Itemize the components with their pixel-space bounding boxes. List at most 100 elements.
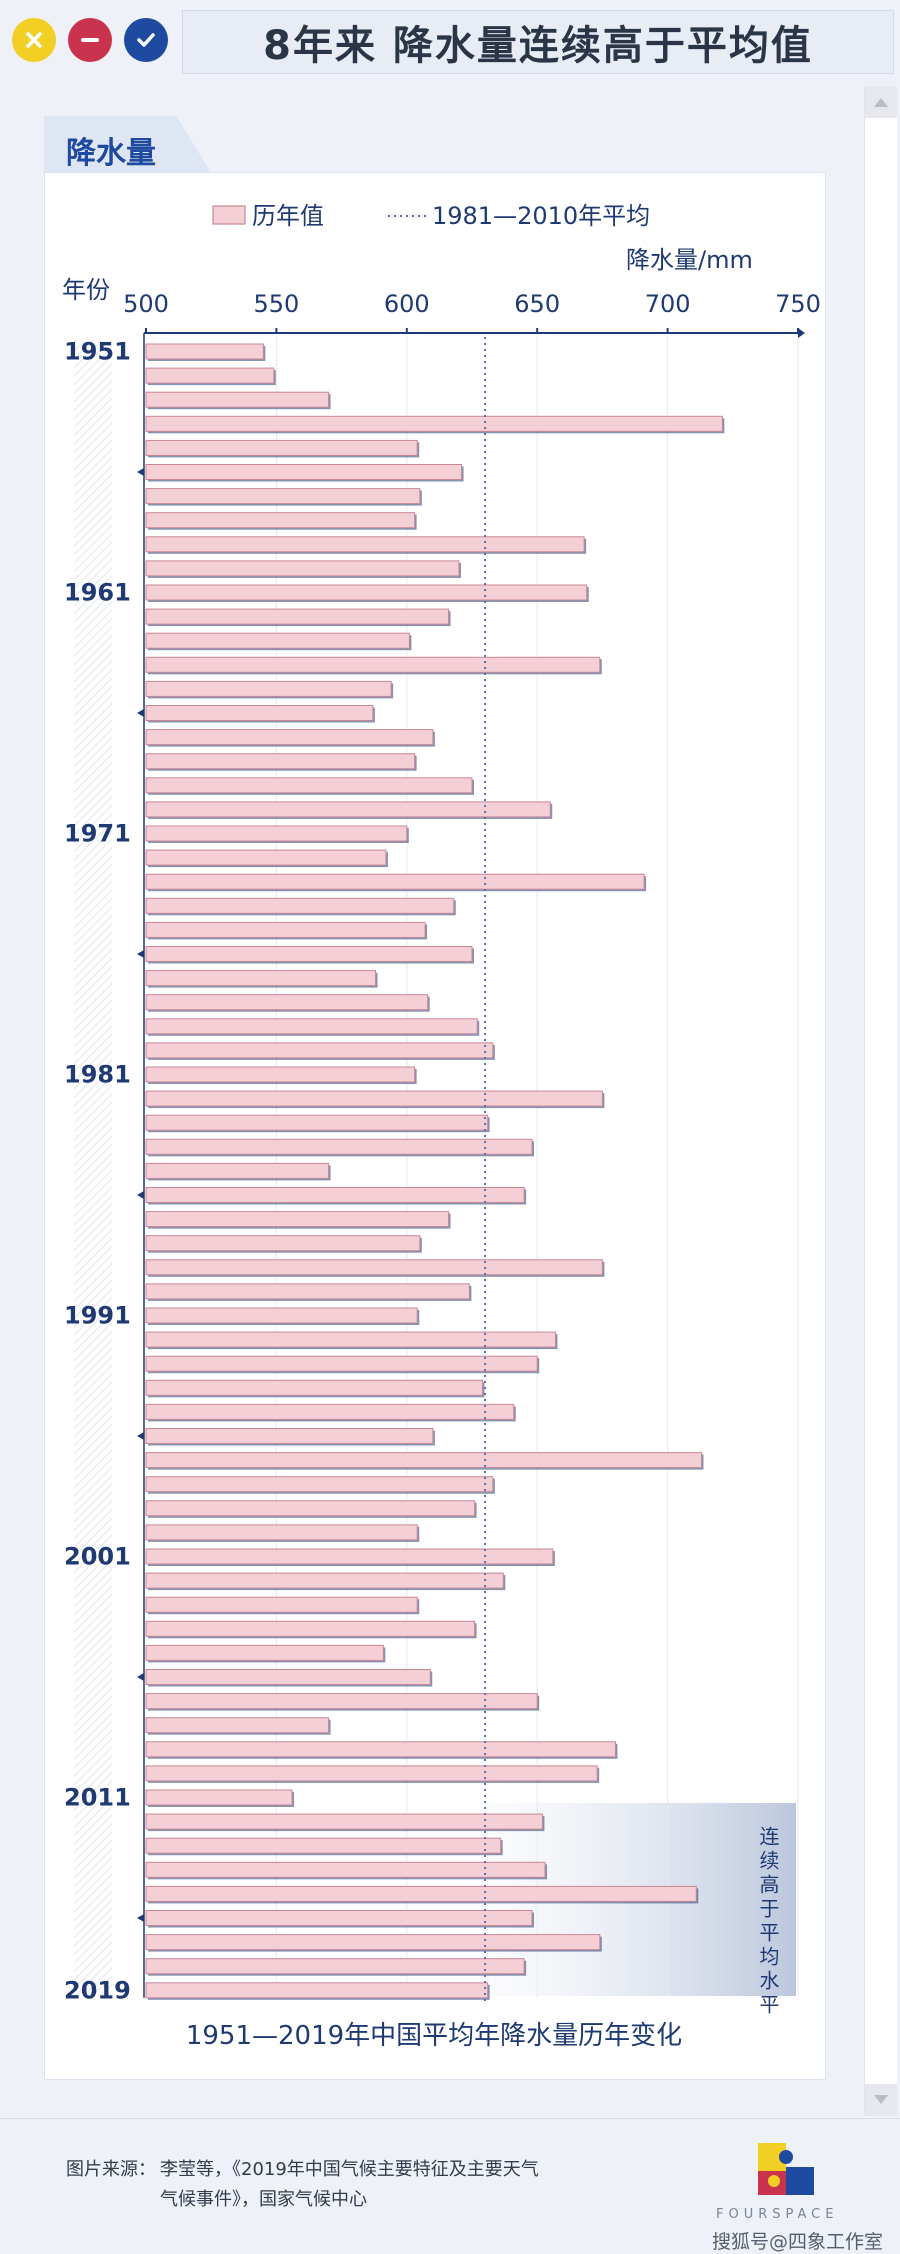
y-tick-label: 1991 — [64, 1302, 131, 1330]
bar-2001 — [145, 1548, 554, 1565]
y-minor-tick — [137, 1673, 144, 1681]
x-tick-label: 700 — [645, 290, 691, 318]
bar-1969 — [145, 777, 473, 794]
y-minor-tick — [137, 468, 144, 476]
x-tick-label: 600 — [384, 290, 430, 318]
bar-1984 — [145, 1138, 533, 1155]
bar-1956 — [145, 464, 463, 480]
bar-2013 — [145, 1837, 502, 1854]
highlight-annotation: 连续高于平均水平 — [756, 1826, 780, 2018]
year-axis-band — [74, 340, 112, 1996]
bar-1973 — [145, 873, 645, 890]
chevron-up-icon — [874, 98, 888, 107]
bar-1971 — [145, 825, 408, 842]
watermark: 搜狐号@四象工作室 — [712, 2231, 884, 2253]
bar-2002 — [145, 1572, 504, 1589]
bar-2018 — [145, 1958, 525, 1975]
bar-1996 — [145, 1428, 434, 1444]
bar-1995 — [145, 1403, 515, 1420]
y-tick-label: 1961 — [64, 579, 131, 607]
bar-2019 — [145, 1982, 489, 1999]
bar-1982 — [145, 1090, 603, 1107]
bar-1954 — [145, 415, 723, 432]
bar-1972 — [145, 849, 387, 866]
minus-icon — [81, 38, 99, 42]
x-axis-title: 降水量/mm — [626, 246, 753, 274]
legend-reference-label: 1981—2010年平均 — [432, 202, 650, 230]
y-tick-label: 1951 — [64, 338, 131, 366]
chart-title: 1951—2019年中国平均年降水量历年变化 — [186, 2021, 682, 2051]
bar-1986 — [145, 1187, 525, 1203]
bar-1983 — [145, 1114, 489, 1131]
bar-1951 — [145, 343, 264, 360]
y-minor-tick — [137, 950, 144, 958]
y-minor-tick — [137, 709, 144, 717]
minimize-button[interactable] — [68, 18, 112, 62]
bar-1976 — [145, 946, 473, 962]
scroll-down-button[interactable] — [865, 2084, 897, 2116]
bar-1957 — [145, 488, 421, 505]
bar-1967 — [145, 729, 434, 746]
bar-1991 — [145, 1307, 418, 1324]
bar-1985 — [145, 1162, 330, 1179]
y-tick-label: 2001 — [64, 1543, 131, 1571]
close-button[interactable] — [12, 18, 56, 62]
x-tick-label: 500 — [123, 290, 169, 318]
bar-1977 — [145, 970, 377, 987]
bar-1958 — [145, 512, 416, 529]
brand-name: FOURSPACE — [716, 2207, 839, 2222]
bar-1993 — [145, 1355, 538, 1372]
x-tick-label: 650 — [514, 290, 560, 318]
source-citation-line1: 李莹等，《2019年中国气候主要特征及主要天气 — [160, 2159, 539, 2180]
bar-1979 — [145, 1018, 478, 1035]
bar-2015 — [145, 1885, 697, 1902]
bar-1963 — [145, 632, 410, 649]
y-tick-label: 2019 — [64, 1976, 131, 2004]
bar-1989 — [145, 1259, 603, 1276]
bar-1964 — [145, 656, 601, 673]
tab-precipitation[interactable]: 降水量 — [44, 116, 214, 178]
window-title-text: 8年来 降水量连续高于平均值 — [263, 23, 813, 69]
bar-1961 — [145, 584, 588, 601]
x-tick-label: 550 — [253, 290, 299, 318]
bar-2009 — [145, 1741, 616, 1758]
y-minor-tick — [137, 1432, 144, 1440]
bar-2011 — [145, 1789, 293, 1806]
scroll-up-button[interactable] — [865, 86, 897, 118]
bar-1992 — [145, 1331, 556, 1348]
close-icon — [26, 32, 42, 48]
bar-1959 — [145, 536, 585, 553]
window-title: 8年来 降水量连续高于平均值 — [182, 10, 894, 74]
bar-2004 — [145, 1620, 476, 1637]
precipitation-bar-chart: 500 550 600 650 700 750 1951 1961 1971 1981 1991 20… — [62, 202, 821, 2051]
bar-1962 — [145, 608, 450, 625]
legend-bar-swatch — [212, 205, 246, 225]
bar-2014 — [145, 1861, 546, 1878]
confirm-button[interactable] — [124, 18, 168, 62]
bar-1955 — [145, 439, 418, 456]
bar-1968 — [145, 753, 416, 770]
checkmark-icon — [137, 33, 155, 47]
bar-2017 — [145, 1934, 601, 1951]
vertical-scrollbar[interactable] — [864, 86, 897, 2116]
y-tick-label: 1971 — [64, 820, 131, 848]
bar-2008 — [145, 1717, 330, 1734]
bar-1974 — [145, 897, 455, 914]
bar-2016 — [145, 1910, 533, 1926]
source-label: 图片来源： — [66, 2159, 156, 2180]
bar-2005 — [145, 1644, 384, 1661]
legend-bars-label: 历年值 — [252, 202, 324, 230]
y-tick-label: 2011 — [64, 1784, 131, 1812]
footer: 图片来源： 李莹等，《2019年中国气候主要特征及主要天气 气候事件》，国家气候… — [0, 2118, 900, 2253]
bar-2012 — [145, 1813, 543, 1830]
bar-1975 — [145, 921, 426, 938]
bar-1990 — [145, 1283, 470, 1300]
x-tick-label: 750 — [775, 290, 821, 318]
bar-2003 — [145, 1596, 418, 1613]
y-axis-title: 年份 — [62, 276, 110, 304]
bar-1978 — [145, 994, 429, 1011]
bar-1999 — [145, 1500, 476, 1517]
foursquare-logo-icon — [758, 2143, 814, 2195]
bar-1998 — [145, 1476, 494, 1493]
bar-1980 — [145, 1042, 494, 1059]
